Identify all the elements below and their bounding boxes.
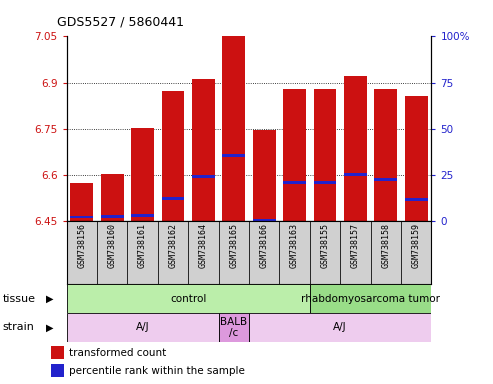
Text: GSM738165: GSM738165 [229,223,238,268]
Text: A/J: A/J [333,322,347,333]
Bar [67,313,218,342]
Bar [188,221,218,284]
Bar [344,76,367,221]
Text: GSM738160: GSM738160 [107,223,117,268]
Bar [344,173,367,176]
Text: rhabdomyosarcoma tumor: rhabdomyosarcoma tumor [301,293,440,304]
Text: GSM738159: GSM738159 [412,223,421,268]
Bar [280,221,310,284]
Text: GSM738158: GSM738158 [381,223,390,268]
Text: GSM738157: GSM738157 [351,223,360,268]
Bar [162,197,184,200]
Bar [405,198,427,201]
Text: BALB
/c: BALB /c [220,316,247,338]
Bar [218,221,249,284]
Bar [222,154,245,157]
Text: ▶: ▶ [45,322,53,333]
Bar [283,181,306,184]
Bar [51,364,64,377]
Text: GSM738162: GSM738162 [169,223,177,268]
Bar [314,89,336,221]
Bar [218,313,249,342]
Text: transformed count: transformed count [69,348,166,358]
Text: GSM738156: GSM738156 [77,223,86,268]
Bar [401,221,431,284]
Bar [374,178,397,181]
Bar [97,221,127,284]
Bar [51,346,64,359]
Bar [374,89,397,221]
Bar [101,174,124,221]
Text: GSM738155: GSM738155 [320,223,329,268]
Text: tissue: tissue [2,293,35,304]
Bar [253,131,276,221]
Bar [283,89,306,221]
Bar [310,221,340,284]
Bar [131,214,154,217]
Bar [192,79,215,221]
Text: GSM738166: GSM738166 [260,223,269,268]
Bar [70,216,93,218]
Bar [158,221,188,284]
Bar [162,91,184,221]
Bar [340,221,371,284]
Bar [310,284,431,313]
Bar [101,215,124,218]
Text: strain: strain [2,322,35,333]
Bar [405,96,427,221]
Bar [67,284,310,313]
Text: control: control [170,293,207,304]
Bar [371,221,401,284]
Bar [249,221,280,284]
Bar [70,183,93,221]
Bar [67,221,97,284]
Bar [314,181,336,184]
Text: ▶: ▶ [45,293,53,304]
Text: A/J: A/J [136,322,149,333]
Bar [249,313,431,342]
Text: GDS5527 / 5860441: GDS5527 / 5860441 [57,16,184,29]
Text: GSM738163: GSM738163 [290,223,299,268]
Text: percentile rank within the sample: percentile rank within the sample [69,366,245,376]
Text: GSM738161: GSM738161 [138,223,147,268]
Bar [192,175,215,178]
Text: GSM738164: GSM738164 [199,223,208,268]
Bar [131,128,154,221]
Bar [222,36,245,221]
Bar [127,221,158,284]
Bar [253,219,276,222]
